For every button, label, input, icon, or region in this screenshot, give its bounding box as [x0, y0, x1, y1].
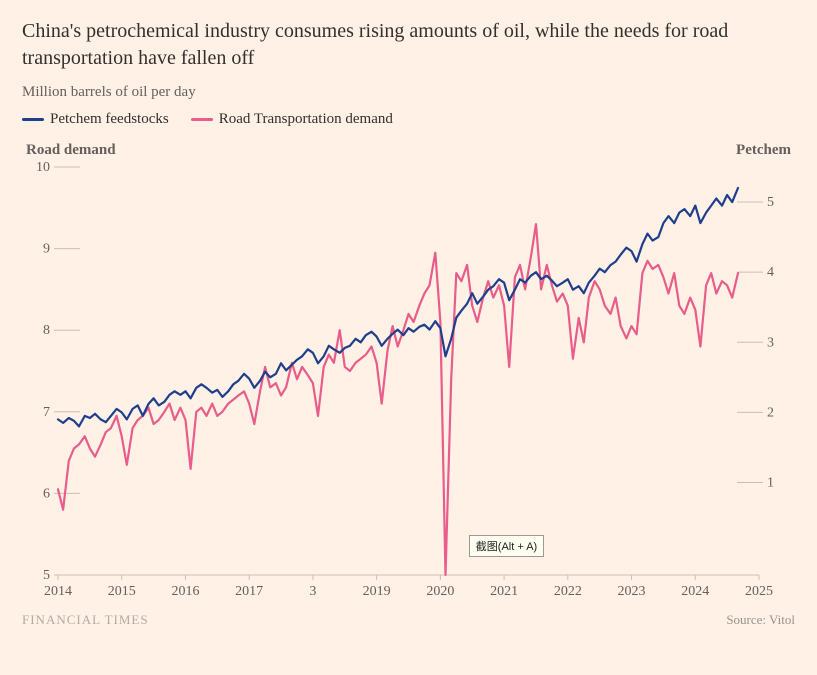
chart-footer: FINANCIAL TIMES Source: Vitol — [22, 612, 795, 628]
svg-text:3: 3 — [309, 584, 316, 599]
svg-text:2017: 2017 — [235, 584, 263, 599]
svg-text:2014: 2014 — [44, 584, 72, 599]
svg-text:6: 6 — [43, 486, 50, 501]
screenshot-tooltip: 截图(Alt + A) — [469, 535, 544, 557]
legend-swatch-petchem — [22, 118, 44, 121]
svg-text:1: 1 — [767, 475, 774, 490]
svg-text:2021: 2021 — [490, 584, 518, 599]
legend-item-petchem: Petchem feedstocks — [22, 111, 169, 128]
chart-subtitle: Million barrels of oil per day — [22, 84, 795, 101]
y-axis-left-title: Road demand — [26, 142, 116, 159]
svg-text:10: 10 — [36, 161, 50, 175]
svg-text:2024: 2024 — [681, 584, 709, 599]
svg-text:8: 8 — [43, 323, 50, 338]
svg-text:5: 5 — [767, 195, 774, 210]
y-axis-right-title: Petchem — [736, 142, 791, 159]
svg-text:2019: 2019 — [363, 584, 391, 599]
svg-text:2020: 2020 — [426, 584, 454, 599]
svg-text:5: 5 — [43, 568, 50, 583]
legend-item-road: Road Transportation demand — [191, 111, 393, 128]
legend-label-road: Road Transportation demand — [219, 111, 393, 128]
svg-text:3: 3 — [767, 335, 774, 350]
chart-source: Source: Vitol — [726, 612, 795, 628]
ft-logo: FINANCIAL TIMES — [22, 612, 149, 628]
axis-titles: Road demand Petchem — [22, 142, 795, 159]
svg-text:2016: 2016 — [171, 584, 199, 599]
chart-title: China's petrochemical industry consumes … — [22, 18, 772, 72]
svg-text:2025: 2025 — [745, 584, 773, 599]
legend: Petchem feedstocks Road Transportation d… — [22, 111, 795, 128]
chart-area: 5678910123452014201520162017320192020202… — [22, 161, 795, 606]
svg-text:4: 4 — [767, 265, 774, 280]
svg-text:2015: 2015 — [108, 584, 136, 599]
svg-text:2022: 2022 — [554, 584, 582, 599]
legend-label-petchem: Petchem feedstocks — [50, 111, 169, 128]
svg-text:2023: 2023 — [618, 584, 646, 599]
chart-svg: 5678910123452014201520162017320192020202… — [22, 161, 795, 601]
svg-text:9: 9 — [43, 242, 50, 257]
svg-text:2: 2 — [767, 405, 774, 420]
legend-swatch-road — [191, 118, 213, 121]
svg-text:7: 7 — [43, 405, 50, 420]
